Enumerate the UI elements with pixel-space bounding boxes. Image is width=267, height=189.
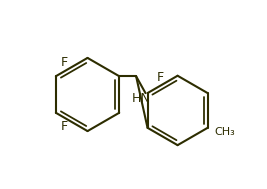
Text: HN: HN [132,92,150,105]
Text: F: F [157,71,164,84]
Text: CH₃: CH₃ [214,127,235,137]
Text: F: F [61,120,68,133]
Text: F: F [61,56,68,69]
